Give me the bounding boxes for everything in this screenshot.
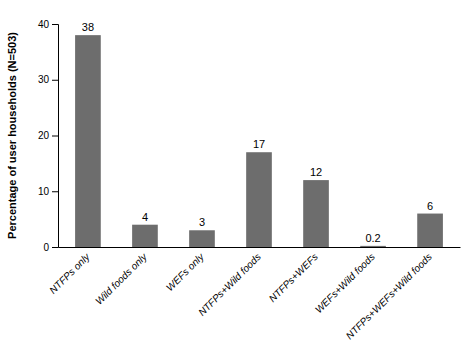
tick-label: WEFs+Wild foods [313, 251, 377, 315]
data-label: 4 [142, 211, 148, 223]
tick: 30 [38, 74, 58, 85]
tick-mark [52, 136, 58, 137]
tick-label: NTFPs+Wild foods [196, 251, 263, 318]
tick-label: 40 [38, 19, 50, 30]
tick-label: 0 [43, 242, 49, 253]
chart: 38 4 3 17 12 0.2 6 0 10 20 30 40 NTFPs onlyWild food… [0, 0, 474, 347]
tick-mark [52, 247, 58, 248]
data-label: 38 [82, 21, 94, 33]
tick: 0 [43, 242, 58, 253]
tick: NTFPs+WEFs+Wild foods [344, 251, 434, 341]
tick: WEFs only [164, 250, 207, 293]
y-axis: 0 10 20 30 40 [38, 19, 59, 253]
tick: 10 [38, 186, 58, 197]
tick-mark [52, 191, 58, 192]
bar [132, 225, 158, 247]
tick: Wild foods only [93, 250, 149, 306]
axis-line [52, 25, 59, 248]
data-label: 6 [427, 200, 433, 212]
tick: NTFPs only [47, 250, 92, 295]
data-label: 3 [199, 216, 205, 228]
data-labels: 38 4 3 17 12 0.2 6 [82, 21, 433, 244]
tick-mark [52, 24, 58, 25]
tick: NTFPs+Wild foods [196, 251, 263, 318]
bar [75, 35, 101, 247]
bar [360, 246, 386, 247]
tick-label: WEFs only [164, 250, 207, 293]
bars [75, 35, 443, 247]
tick: 20 [38, 130, 58, 141]
data-label: 0.2 [365, 232, 380, 244]
tick-label: 20 [38, 130, 50, 141]
tick-mark [52, 80, 58, 81]
bar [189, 230, 215, 247]
bar [417, 214, 443, 247]
data-label: 12 [310, 166, 322, 178]
tick-label: NTFPs only [47, 250, 92, 295]
tick-label: 10 [38, 186, 50, 197]
tick-label: Wild foods only [93, 250, 149, 306]
tick-label: NTFPs+WEFs+Wild foods [344, 251, 434, 341]
tick: NTFPs+WEFs [267, 251, 320, 304]
tick: 40 [38, 19, 58, 30]
axis-line [59, 247, 461, 248]
plot: 38 4 3 17 12 0.2 6 0 10 20 30 40 NTFPs onlyWild food… [38, 19, 461, 342]
x-axis: NTFPs onlyWild foods onlyWEFs onlyNTFPs+… [47, 248, 460, 342]
y-axis-title: Percentage of user households (N=503) [6, 32, 18, 239]
tick-label: 30 [38, 74, 50, 85]
data-label: 17 [253, 138, 265, 150]
bar [246, 152, 272, 247]
bar [303, 180, 329, 247]
tick: WEFs+Wild foods [313, 251, 377, 315]
tick-label: NTFPs+WEFs [267, 251, 320, 304]
